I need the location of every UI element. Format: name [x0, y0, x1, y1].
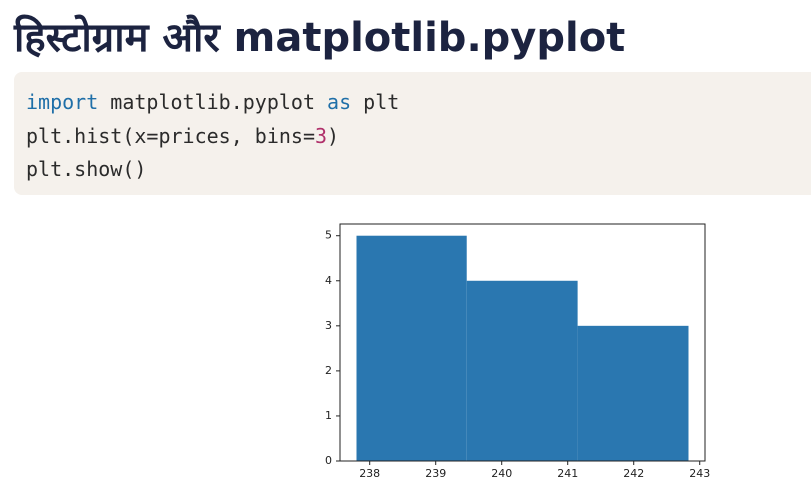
title: हिस्टोग्राम और matplotlib.pyplot — [14, 15, 626, 61]
code-block: import matplotlib.pyplot as plt plt.hist(… — [14, 72, 811, 195]
code-token: matplotlib.pyplot — [98, 90, 328, 114]
axes-frame — [339, 223, 706, 462]
x-tick-label: 243 — [689, 467, 710, 480]
x-tick-label: 238 — [359, 467, 380, 480]
x-tick-label: 240 — [491, 467, 512, 480]
chart: 238 239 240 241 242 243 0 1 2 3 4 5 — [325, 223, 710, 480]
code-line: plt.show() — [26, 153, 799, 187]
code-token: plt — [351, 90, 400, 114]
code-token: import — [26, 90, 99, 114]
code-token: plt.show() — [26, 157, 147, 181]
code-token: ) — [327, 123, 340, 148]
x-tick-label: 239 — [425, 467, 446, 480]
y-tick-label: 5 — [325, 229, 332, 242]
y-tick-label: 3 — [325, 319, 332, 332]
code-token: 3 — [314, 123, 328, 148]
bar — [356, 235, 467, 461]
code-token: plt.hist(x=prices, bins= — [26, 123, 315, 148]
code-token: as — [327, 90, 352, 114]
bar — [577, 325, 689, 461]
bar — [466, 280, 578, 461]
y-tick-label: 0 — [325, 454, 332, 467]
code-line: plt.hist(x=prices, bins=3) — [26, 120, 799, 154]
x-tick-label: 241 — [557, 467, 578, 480]
code-line: import matplotlib.pyplot as plt — [26, 86, 799, 120]
y-tick-label: 2 — [325, 364, 332, 377]
y-tick-label: 4 — [325, 274, 332, 287]
y-tick-label: 1 — [325, 409, 332, 422]
x-tick-label: 242 — [623, 467, 644, 480]
